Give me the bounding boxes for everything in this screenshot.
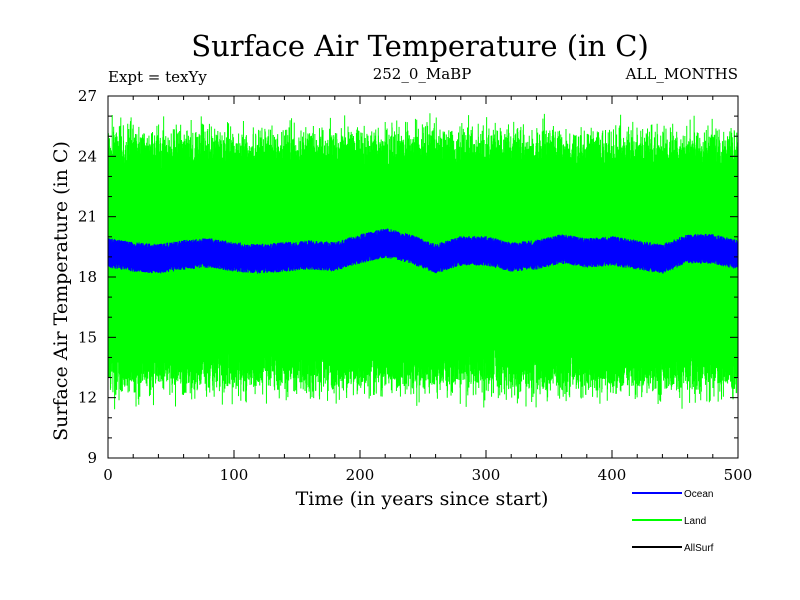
subtitle-right: ALL_MONTHS: [625, 65, 738, 83]
x-tick-label: 100: [220, 466, 249, 484]
y-tick-label: 12: [78, 389, 97, 407]
x-axis-label: Time (in years since start): [296, 488, 549, 510]
x-tick-label: 200: [346, 466, 375, 484]
y-tick-label: 21: [78, 208, 97, 226]
y-tick-label: 15: [78, 328, 97, 346]
axes-layer: 0 100 200 300 400 500 9 12 15 18 21 24 27: [78, 87, 752, 484]
chart-title: Surface Air Temperature (in C): [191, 29, 649, 63]
y-tick-label: 24: [78, 147, 97, 165]
y-tick-label: 18: [78, 268, 97, 286]
legend-label-ocean: Ocean: [684, 489, 713, 500]
y-tick-label: 9: [87, 449, 97, 467]
subtitle-left: Expt = texYy: [108, 68, 207, 86]
series-ocean-line: [107, 228, 739, 274]
subtitle-center: 252_0_MaBP: [373, 65, 472, 83]
x-tick-label: 500: [724, 466, 753, 484]
x-tick-label: 0: [103, 466, 113, 484]
series-layer: [107, 113, 739, 410]
y-axis-label: Surface Air Temperature (in C): [50, 141, 72, 441]
y-tick-label: 27: [78, 87, 97, 105]
x-tick-label: 400: [598, 466, 627, 484]
legend-label-land: Land: [684, 516, 706, 527]
legend-label-allsurf: AllSurf: [684, 543, 714, 554]
x-tick-label: 300: [472, 466, 501, 484]
series-land-line: [107, 113, 739, 410]
legend: Ocean Land AllSurf: [632, 489, 714, 554]
